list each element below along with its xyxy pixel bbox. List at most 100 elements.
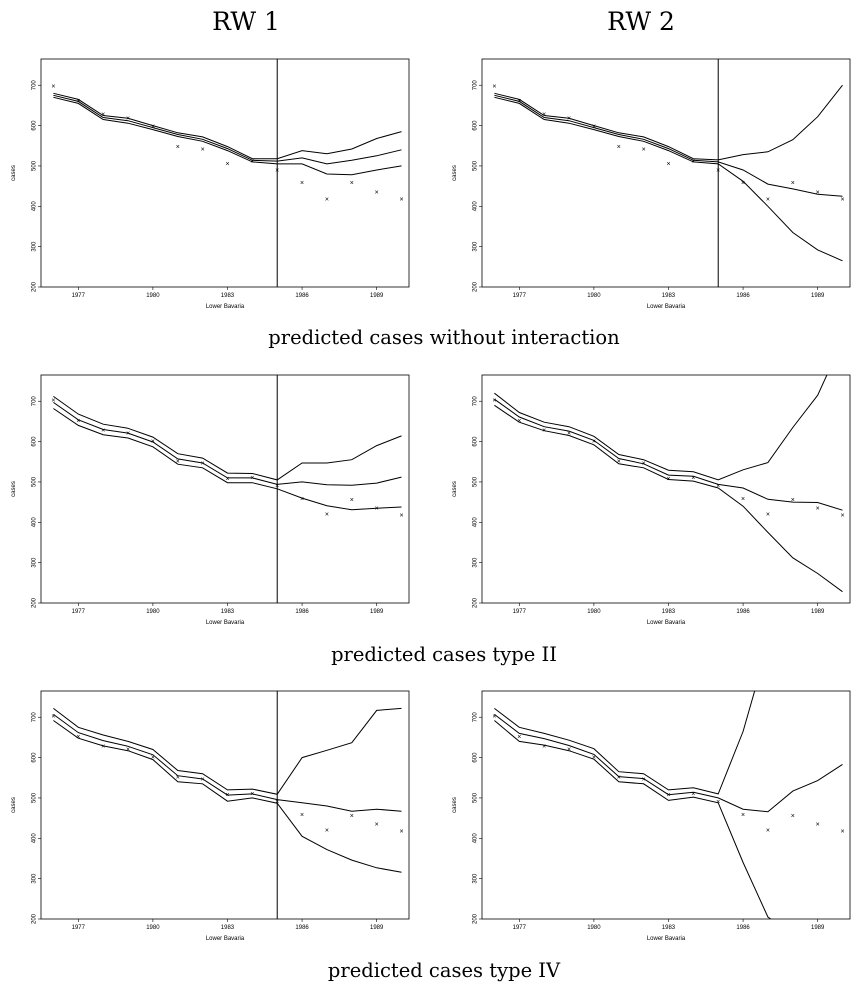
y-tick-label: 300 [32, 873, 38, 884]
x-axis-label: Lower Bavaria [647, 936, 686, 942]
y-tick-label: 700 [473, 80, 479, 91]
row-caption-type-iv: predicted cases type IV [328, 959, 561, 982]
prediction-line-lower [53, 96, 402, 176]
observed-point: × [201, 461, 205, 468]
y-tick-label: 200 [473, 913, 479, 924]
y-tick-label: 200 [32, 281, 38, 292]
observed-point: × [542, 744, 546, 751]
observed-point: × [766, 196, 770, 203]
plot-frame [40, 374, 410, 604]
observed-point: × [126, 430, 130, 437]
observed-point: × [716, 483, 720, 490]
observed-point: × [492, 714, 496, 721]
y-tick-label: 700 [32, 80, 38, 91]
y-tick-label: 600 [473, 752, 479, 763]
observed-point: × [176, 459, 180, 466]
x-tick-label: 1983 [662, 609, 676, 615]
x-tick-label: 1977 [72, 609, 86, 615]
y-tick-label: 400 [473, 517, 479, 528]
x-tick-label: 1980 [146, 293, 160, 299]
y-tick-label: 300 [473, 241, 479, 252]
observed-point: × [51, 84, 55, 91]
observed-point: × [567, 116, 571, 123]
observed-point: × [350, 497, 354, 504]
observed-point: × [617, 775, 621, 782]
y-axis-label: cases [452, 481, 458, 497]
x-tick-label: 1977 [72, 293, 86, 299]
observed-point: × [592, 438, 596, 445]
observed-point: × [642, 777, 646, 784]
observed-point: × [275, 167, 279, 174]
x-axis-label: Lower Bavaria [647, 304, 686, 310]
observed-point: × [592, 124, 596, 131]
observed-point: × [151, 438, 155, 445]
x-tick-label: 1986 [736, 609, 750, 615]
observed-point: × [840, 828, 844, 835]
x-tick-label: 1989 [811, 293, 825, 299]
x-tick-label: 1983 [221, 925, 235, 931]
observed-point: × [840, 196, 844, 203]
observed-point: × [791, 497, 795, 504]
observed-point: × [201, 777, 205, 784]
row-caption-without-interaction: predicted cases without interaction [268, 326, 620, 349]
prediction-line-median [53, 94, 402, 165]
x-tick-label: 1986 [736, 925, 750, 931]
y-tick-label: 500 [32, 476, 38, 487]
observed-point: × [250, 791, 254, 798]
observed-point: × [840, 512, 844, 519]
y-tick-label: 500 [473, 476, 479, 487]
observed-point: × [325, 828, 329, 835]
x-tick-label: 1980 [146, 609, 160, 615]
y-axis-label: cases [11, 481, 17, 497]
prediction-line-lower [53, 408, 402, 511]
plot-frame [481, 58, 851, 288]
plot-frame [40, 690, 410, 920]
observed-point: × [716, 799, 720, 806]
x-tick-label: 1983 [221, 609, 235, 615]
prediction-line-lower [53, 720, 402, 873]
observed-point: × [766, 512, 770, 519]
observed-point: × [517, 98, 521, 105]
x-tick-label: 1977 [513, 293, 527, 299]
observed-point: × [250, 158, 254, 165]
prediction-line-lower [494, 96, 843, 262]
x-tick-label: 1989 [370, 609, 384, 615]
observed-point: × [816, 505, 820, 512]
observed-point: × [300, 496, 304, 503]
observed-point: × [791, 813, 795, 820]
prediction-line-median [53, 713, 402, 812]
chart-panel: 200 300 400 500 600 700 1977 1980 1983 1986 1989 Lo… [11, 374, 410, 626]
x-tick-label: 1986 [736, 293, 750, 299]
column-title-rw1: RW 1 [212, 7, 280, 36]
x-tick-label: 1989 [370, 293, 384, 299]
chart-panel: 200 300 400 500 600 700 1977 1980 1983 1986 1989 Lo… [452, 690, 851, 942]
y-tick-label: 500 [32, 792, 38, 803]
y-tick-label: 200 [32, 597, 38, 608]
observed-point: × [399, 512, 403, 519]
prediction-line-lower [494, 404, 843, 593]
observed-point: × [151, 754, 155, 761]
observed-point: × [666, 161, 670, 168]
observed-point: × [176, 144, 180, 151]
y-axis-label: cases [452, 165, 458, 181]
y-tick-label: 500 [32, 160, 38, 171]
observed-point: × [325, 196, 329, 203]
observed-point: × [567, 746, 571, 753]
x-tick-label: 1983 [662, 293, 676, 299]
observed-point: × [225, 792, 229, 799]
observed-point: × [176, 775, 180, 782]
observed-point: × [816, 821, 820, 828]
y-tick-label: 500 [473, 160, 479, 171]
observed-point: × [375, 821, 379, 828]
x-axis-label: Lower Bavaria [206, 304, 245, 310]
observed-point: × [51, 398, 55, 405]
observed-point: × [375, 189, 379, 196]
plot-frame [481, 374, 851, 604]
observed-point: × [592, 754, 596, 761]
x-tick-label: 1986 [295, 293, 309, 299]
observed-point: × [492, 84, 496, 91]
y-tick-label: 600 [473, 436, 479, 447]
y-axis-label: cases [11, 797, 17, 813]
observed-point: × [300, 180, 304, 187]
prediction-line-median [53, 401, 402, 486]
